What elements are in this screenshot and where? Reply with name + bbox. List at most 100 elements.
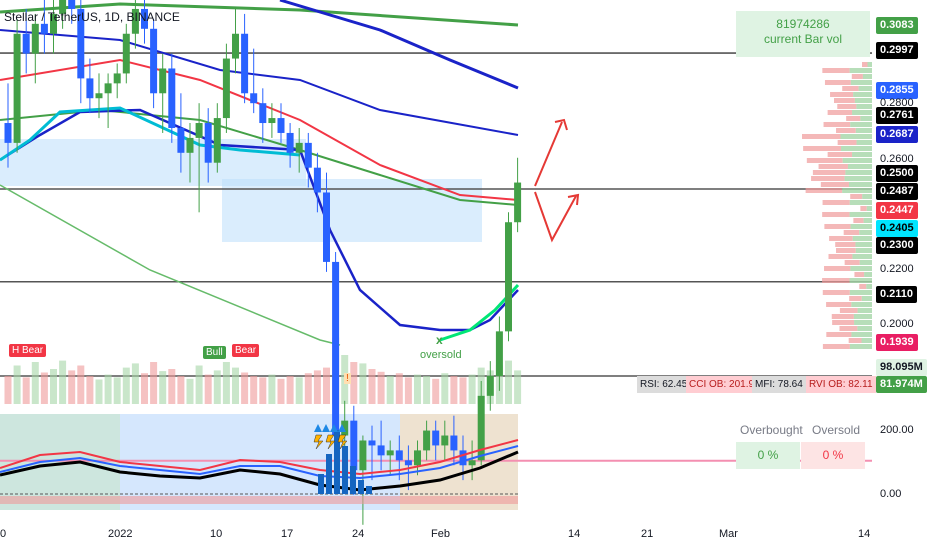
volume-bar xyxy=(377,371,385,404)
profile-bar xyxy=(831,314,854,319)
profile-bar xyxy=(849,200,872,205)
price-tag: 0.2300 xyxy=(876,237,918,254)
candle-body xyxy=(77,8,85,79)
volume-bar xyxy=(77,365,85,404)
profile-bar xyxy=(822,278,850,283)
volume-bar xyxy=(459,377,467,404)
oscillator-histogram-bar xyxy=(358,480,364,494)
price-axis-label: 0.2800 xyxy=(880,97,914,109)
volume-bar xyxy=(295,377,303,404)
indicator-stat: MFI: 78.64 xyxy=(752,376,806,393)
candle-body xyxy=(168,68,176,128)
profile-bar xyxy=(848,338,862,343)
candle-body xyxy=(50,13,57,34)
profile-bar xyxy=(854,320,872,325)
profile-bar xyxy=(820,182,849,187)
oscillator-signal-triangle xyxy=(322,424,330,432)
oscillator-histogram-bar xyxy=(318,474,324,494)
volume-bar xyxy=(250,376,258,404)
profile-bar xyxy=(844,176,872,181)
profile-bar xyxy=(822,290,850,295)
h-bear-signal: H Bear xyxy=(9,344,47,357)
volume-bar xyxy=(286,376,294,404)
candle-body xyxy=(359,440,367,471)
candle-body xyxy=(505,222,512,332)
candle-body xyxy=(259,103,267,124)
profile-bar xyxy=(855,242,872,247)
price-axis-label: 0.2600 xyxy=(880,153,914,165)
volume-bar xyxy=(450,376,458,404)
profile-bar xyxy=(832,320,855,325)
profile-bar xyxy=(852,110,872,115)
price-tag: 98.095M xyxy=(876,359,927,376)
oversold-signal: oversold xyxy=(420,349,462,361)
price-tag: 0.2761 xyxy=(876,107,918,124)
oscillator-histogram-bar xyxy=(342,446,348,494)
volume-bar xyxy=(232,367,239,404)
current-bar-volume-label: current Bar vol xyxy=(763,32,843,46)
indicator-stat: RVI OB: 82.11 xyxy=(806,376,876,393)
profile-bar xyxy=(837,140,857,145)
candle-body xyxy=(177,127,185,153)
x-axis-label: 24 xyxy=(352,528,365,540)
candle-body xyxy=(468,460,476,466)
volume-profile xyxy=(802,62,872,349)
profile-bar xyxy=(856,140,872,145)
volume-bar xyxy=(131,363,139,404)
profile-bar xyxy=(818,164,848,169)
oscillator-histogram-bar xyxy=(366,486,372,494)
profile-bar xyxy=(859,284,867,289)
candle-body xyxy=(423,430,431,451)
volume-bar xyxy=(441,373,449,404)
volume-bar xyxy=(414,374,421,404)
volume-bar xyxy=(40,372,48,404)
current-bar-volume-box: 81974286 current Bar vol xyxy=(736,11,870,57)
candlesticks[interactable] xyxy=(4,0,522,525)
price-tag: 0.2405 xyxy=(876,220,918,237)
volume-bar xyxy=(50,369,57,404)
ma-line xyxy=(0,29,519,136)
candle-body xyxy=(31,23,39,54)
volume-bar xyxy=(104,374,112,404)
volume-bar xyxy=(259,377,267,404)
candle-body xyxy=(450,435,458,451)
volume-bar xyxy=(22,377,30,404)
lightning-icon xyxy=(337,434,348,450)
oscillator-line xyxy=(0,439,519,476)
profile-bar xyxy=(822,68,850,73)
x-axis-label: 0 xyxy=(0,528,7,540)
profile-bar xyxy=(839,326,858,331)
candle-body xyxy=(495,331,503,376)
candle-body xyxy=(86,78,94,99)
candle-body xyxy=(477,395,485,461)
x-axis-label: Feb xyxy=(431,528,450,540)
volume-bar xyxy=(68,370,76,404)
volume-bars xyxy=(4,337,522,404)
profile-bar xyxy=(845,170,872,175)
profile-bar xyxy=(848,182,872,187)
candle-body xyxy=(441,435,449,446)
price-tag: 81.974M xyxy=(876,376,927,393)
x-axis-label: 14 xyxy=(568,528,581,540)
profile-bar xyxy=(853,218,864,223)
profile-bar xyxy=(802,134,841,139)
profile-bar xyxy=(849,290,872,295)
bear-signal: Bear xyxy=(232,344,260,357)
candle-body xyxy=(332,261,340,436)
volume-bar xyxy=(241,372,249,404)
profile-bar xyxy=(840,134,872,139)
indicator-stat: CCI OB: 201.94 xyxy=(686,376,763,393)
up-arrow xyxy=(534,121,563,187)
profile-bar xyxy=(849,296,862,301)
volume-bar xyxy=(186,378,194,404)
price-axis-label: 0.2200 xyxy=(880,263,914,275)
profile-bar xyxy=(822,344,850,349)
oscillator-axis-label: 200.00 xyxy=(880,424,914,436)
oscillator-panel xyxy=(0,424,519,504)
candle-body xyxy=(486,375,494,396)
volume-bar xyxy=(4,376,12,404)
oscillator-histogram-bar xyxy=(350,466,356,494)
price-tag: 0.2997 xyxy=(876,42,918,59)
candle-body xyxy=(313,167,321,193)
